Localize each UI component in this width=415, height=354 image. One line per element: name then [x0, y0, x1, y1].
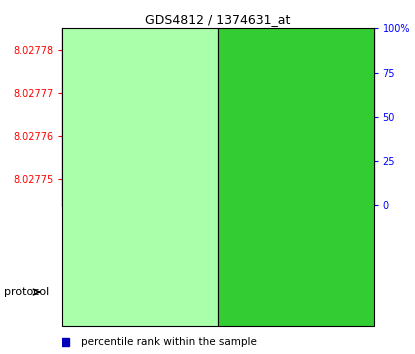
Bar	[341, 123, 360, 205]
Text: GSM791838: GSM791838	[118, 209, 127, 260]
Bar	[180, 205, 218, 276]
Bar	[151, 93, 171, 205]
Bar	[227, 158, 247, 205]
Text: GSM791841: GSM791841	[232, 209, 242, 259]
Bar	[294, 205, 332, 276]
Text: percentile rank within the sample: percentile rank within the sample	[81, 337, 257, 347]
Bar	[104, 205, 142, 276]
Text: protocol: protocol	[4, 287, 49, 297]
Bar	[332, 205, 370, 276]
Text: high phosphate diet: high phosphate diet	[240, 172, 352, 182]
Title: GDS4812 / 1374631_at: GDS4812 / 1374631_at	[145, 13, 290, 26]
Text: transformed count: transformed count	[81, 315, 178, 325]
Bar	[303, 127, 322, 205]
Text: GSM791837: GSM791837	[81, 209, 90, 260]
Bar	[142, 205, 180, 276]
Bar	[189, 188, 208, 205]
Bar	[113, 72, 132, 205]
Text: GSM791839: GSM791839	[156, 209, 166, 260]
Text: GSM791844: GSM791844	[346, 209, 355, 259]
Bar	[256, 205, 294, 276]
Text: GSM791843: GSM791843	[308, 209, 317, 260]
Bar	[218, 205, 256, 276]
Bar	[66, 205, 104, 276]
Bar	[76, 136, 95, 205]
Bar	[265, 123, 284, 205]
Text: control diet: control diet	[108, 172, 172, 182]
Text: GSM791840: GSM791840	[194, 209, 203, 259]
Text: GSM791842: GSM791842	[270, 209, 279, 259]
